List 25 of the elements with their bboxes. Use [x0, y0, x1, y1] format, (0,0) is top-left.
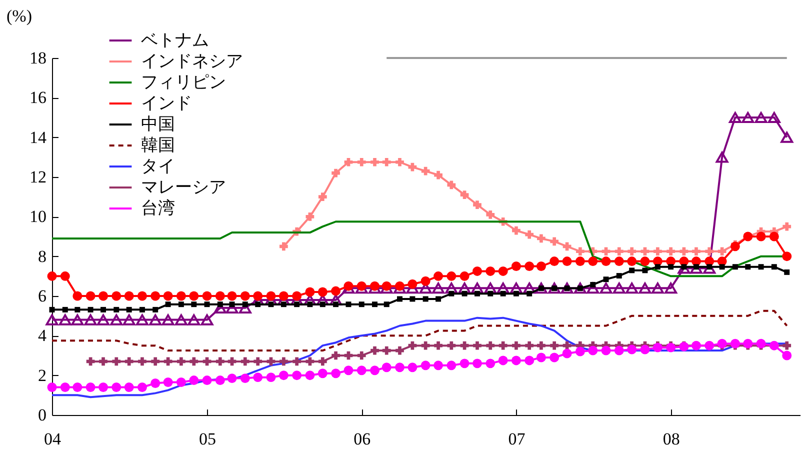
y-tick-label: 4: [38, 326, 47, 346]
y-tick-label: 2: [38, 366, 46, 385]
x-tick-label: 06: [354, 430, 371, 448]
x-tick-label: 05: [199, 430, 216, 448]
legend-label: 台湾: [141, 198, 175, 218]
y-axis-title: (%): [6, 6, 32, 26]
y-tick-label: 16: [30, 88, 46, 108]
y-tick-label: 18: [30, 48, 46, 68]
legend-label: マレーシア: [141, 178, 226, 196]
x-tick-label: 04: [44, 430, 62, 448]
x-tick-label: 07: [508, 430, 526, 448]
x-tick-label: 08: [662, 430, 680, 448]
y-tick-label: 6: [38, 286, 46, 306]
y-tick-label: 12: [30, 168, 46, 186]
legend-label: 韓国: [141, 136, 175, 154]
y-tick-label: 0: [38, 406, 46, 424]
legend-label: インド: [141, 94, 192, 112]
legend-label: ベトナム: [141, 30, 209, 50]
legend-label: フィリピン: [141, 72, 226, 92]
y-tick-label: 14: [30, 128, 47, 147]
legend-label: インドネシア: [141, 52, 243, 70]
legend-label: タイ: [141, 156, 175, 176]
y-tick-label: 8: [38, 246, 46, 266]
legend-label: 中国: [141, 114, 175, 134]
y-tick-label: 10: [30, 207, 46, 226]
